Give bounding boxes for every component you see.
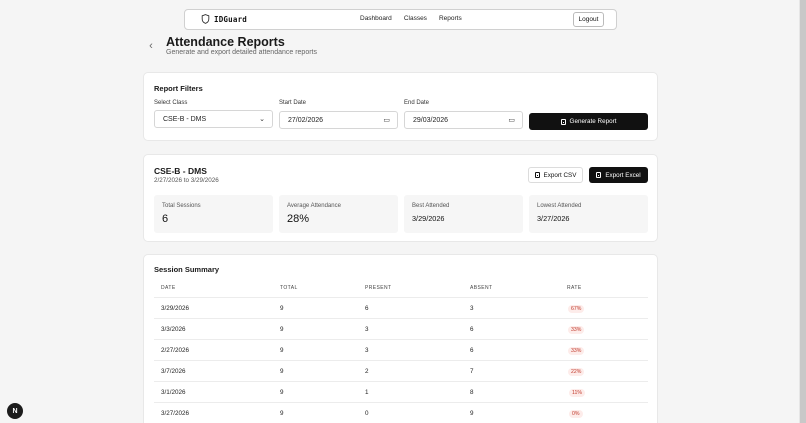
table-row[interactable]: 3/7/2026 9 2 7 22% <box>154 360 648 381</box>
stat-label: Total Sessions <box>162 203 201 209</box>
cell-total: 9 <box>280 368 284 375</box>
nav-links: Dashboard Classes Reports <box>360 15 462 22</box>
cell-date: 3/1/2026 <box>161 389 186 396</box>
cell-present: 2 <box>365 368 369 375</box>
cell-date: 3/7/2026 <box>161 368 186 375</box>
rate-badge: 22% <box>568 368 585 376</box>
cell-absent: 6 <box>470 347 474 354</box>
table-row[interactable]: 3/3/2026 9 3 6 33% <box>154 318 648 339</box>
cell-total: 9 <box>280 389 284 396</box>
stat-label: Best Attended <box>412 203 450 209</box>
stat-label: Lowest Attended <box>537 203 582 209</box>
export-excel-label: Export Excel <box>605 171 641 179</box>
report-class-title: CSE-B - DMS <box>154 166 207 176</box>
cell-total: 9 <box>280 347 284 354</box>
stat-label: Average Attendance <box>287 203 341 209</box>
cell-present: 1 <box>365 389 369 396</box>
column-header-total[interactable]: TOTAL <box>280 285 298 291</box>
file-icon <box>534 172 540 178</box>
table-row[interactable]: 2/27/2026 9 3 6 33% <box>154 339 648 360</box>
cell-present: 6 <box>365 305 369 312</box>
stat-best-attended: Best Attended 3/29/2026 <box>404 195 523 233</box>
column-header-present[interactable]: PRESENT <box>365 285 392 291</box>
cell-date: 3/27/2026 <box>161 410 190 417</box>
calendar-icon[interactable]: ▭ <box>383 117 390 124</box>
back-chevron-icon[interactable]: ‹ <box>149 40 153 52</box>
table-header: DATE TOTAL PRESENT ABSENT RATE <box>154 285 648 297</box>
logout-button[interactable]: Logout <box>573 12 604 27</box>
end-date-value: 29/03/2026 <box>413 116 449 124</box>
stat-average-attendance: Average Attendance 28% <box>279 195 398 233</box>
export-excel-button[interactable]: Export Excel <box>589 167 648 183</box>
class-select[interactable]: CSE-B - DMS ⌄ <box>154 110 273 128</box>
stat-value: 3/29/2026 <box>412 214 445 223</box>
start-date-label: Start Date <box>279 100 307 106</box>
cell-absent: 8 <box>470 389 474 396</box>
stat-total-sessions: Total Sessions 6 <box>154 195 273 233</box>
cell-total: 9 <box>280 305 284 312</box>
rate-badge: 33% <box>568 326 585 334</box>
class-select-value: CSE-B - DMS <box>163 115 207 123</box>
cell-total: 9 <box>280 410 284 417</box>
export-csv-button[interactable]: Export CSV <box>528 167 583 183</box>
top-navbar: IDGuard Dashboard Classes Reports Logout <box>184 9 617 30</box>
scrollbar-thumb[interactable] <box>800 0 806 423</box>
column-header-date[interactable]: DATE <box>161 285 176 291</box>
report-icon <box>560 118 566 125</box>
report-date-range: 2/27/2026 to 3/29/2026 <box>154 177 219 184</box>
start-date-value: 27/02/2026 <box>288 116 324 124</box>
assistant-launcher-button[interactable]: N <box>7 403 23 419</box>
table-row[interactable]: 3/27/2026 9 0 9 0% <box>154 402 648 423</box>
generate-report-button[interactable]: Generate Report <box>529 113 648 130</box>
page-scrollbar[interactable] <box>799 0 806 423</box>
brand-name: IDGuard <box>214 14 248 24</box>
stat-value: 3/27/2026 <box>537 214 570 223</box>
stat-value: 28% <box>287 213 310 225</box>
filters-heading: Report Filters <box>154 84 203 93</box>
cell-present: 3 <box>365 347 369 354</box>
session-summary-card: Session Summary DATE TOTAL PRESENT ABSEN… <box>143 254 658 423</box>
table-row[interactable]: 3/1/2026 9 1 8 11% <box>154 381 648 402</box>
cell-absent: 3 <box>470 305 474 312</box>
column-header-absent[interactable]: ABSENT <box>470 285 493 291</box>
cell-date: 3/3/2026 <box>161 326 186 333</box>
nav-link-reports[interactable]: Reports <box>438 15 462 22</box>
cell-absent: 6 <box>470 326 474 333</box>
file-icon <box>596 172 602 178</box>
page-subtitle: Generate and export detailed attendance … <box>166 49 317 56</box>
shield-icon <box>201 14 210 24</box>
cell-date: 2/27/2026 <box>161 347 190 354</box>
class-select-label: Select Class <box>154 100 188 106</box>
export-csv-label: Export CSV <box>543 171 577 179</box>
cell-absent: 7 <box>470 368 474 375</box>
rate-badge: 0% <box>569 410 583 418</box>
rate-badge: 33% <box>568 347 585 355</box>
page-title: Attendance Reports <box>166 35 285 49</box>
start-date-input[interactable]: 27/02/2026 ▭ <box>279 111 398 129</box>
cell-date: 3/29/2026 <box>161 305 190 312</box>
generate-report-label: Generate Report <box>569 118 617 125</box>
cell-total: 9 <box>280 326 284 333</box>
scrollbar-edge <box>799 0 800 423</box>
end-date-input[interactable]: 29/03/2026 ▭ <box>404 111 523 129</box>
stat-lowest-attended: Lowest Attended 3/27/2026 <box>529 195 648 233</box>
calendar-icon[interactable]: ▭ <box>508 117 515 124</box>
table-row[interactable]: 3/29/2026 9 6 3 67% <box>154 297 648 318</box>
rate-badge: 11% <box>569 389 585 397</box>
chevron-down-icon: ⌄ <box>259 116 265 123</box>
stat-value: 6 <box>162 213 169 225</box>
cell-absent: 9 <box>470 410 474 417</box>
nav-link-dashboard[interactable]: Dashboard <box>360 15 392 22</box>
column-header-rate[interactable]: RATE <box>567 285 582 291</box>
report-overview-card: CSE-B - DMS 2/27/2026 to 3/29/2026 Expor… <box>143 154 658 242</box>
brand[interactable]: IDGuard <box>201 14 247 24</box>
rate-badge: 67% <box>568 305 585 313</box>
cell-present: 0 <box>365 410 369 417</box>
cell-present: 3 <box>365 326 369 333</box>
nav-link-classes[interactable]: Classes <box>403 15 427 22</box>
session-summary-heading: Session Summary <box>154 265 220 274</box>
end-date-label: End Date <box>404 100 430 106</box>
report-filters-card: Report Filters Select Class CSE-B - DMS … <box>143 72 658 141</box>
